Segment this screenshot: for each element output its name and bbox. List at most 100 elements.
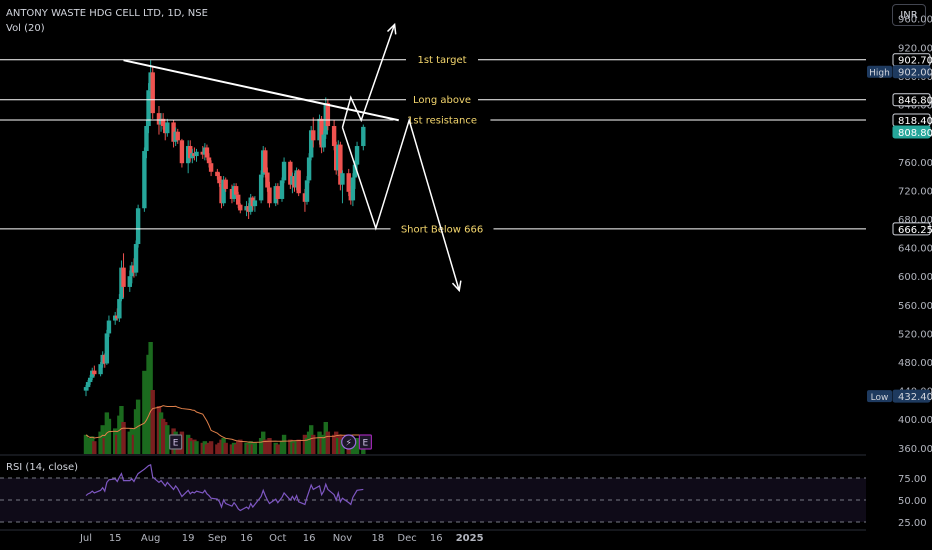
candle-body (204, 147, 210, 158)
level-label: Long above (413, 95, 471, 106)
y-tick-label: 720.00 (898, 186, 932, 197)
volume-bar (106, 418, 112, 454)
dividend-marker (341, 434, 357, 450)
candle-body (346, 173, 351, 192)
candle-body (304, 180, 310, 202)
volume-bar (223, 442, 228, 454)
candle-body (279, 180, 285, 199)
event-marker-symbol: E (363, 439, 369, 449)
candle-body (233, 186, 239, 195)
volume-bar (340, 439, 345, 454)
y-tick-label: 640.00 (898, 244, 932, 255)
candle-body (308, 130, 314, 158)
candle-body (361, 126, 366, 147)
y-tick-label: 400.00 (898, 415, 932, 426)
rsi-tick-label: 50.00 (898, 496, 927, 507)
price-tag-label-bg (867, 65, 892, 78)
y-tick-label: 520.00 (898, 329, 932, 340)
candle-body (165, 122, 170, 134)
candle-body (215, 171, 220, 177)
x-tick-label: Nov (333, 533, 353, 544)
candle-body (127, 276, 132, 287)
volume-bar (252, 442, 258, 454)
candle-body (263, 150, 268, 173)
earnings-marker (358, 434, 372, 450)
event-markers: E ⚡ E (169, 434, 372, 450)
trend-line (123, 59, 399, 122)
y-tick-label: 960.00 (898, 15, 932, 26)
candle-body (217, 176, 222, 184)
y-tick-label: 480.00 (898, 358, 932, 369)
chart-title: ANTONY WASTE HDG CELL LTD, 1D, NSE (6, 8, 208, 19)
bullish-projection-arrowhead (386, 22, 397, 35)
price-tag-label: High (869, 69, 890, 79)
candle-body (104, 333, 110, 364)
level-label-bg (393, 113, 491, 127)
candle-body (325, 103, 331, 127)
volume-bar (208, 441, 214, 454)
candle-body (288, 161, 293, 185)
level-label: 1st resistance (407, 116, 477, 127)
volume-bars (83, 342, 366, 454)
candle-body (223, 179, 228, 189)
rsi-pane (0, 463, 866, 523)
price-tag-value: 818.40 (898, 116, 932, 127)
price-tag-value: 808.80 (898, 128, 932, 139)
x-tick-label: Sep (208, 533, 227, 544)
volume-indicator-label[interactable]: Vol (20) (6, 23, 45, 34)
candle-body (92, 370, 97, 375)
candle-body (206, 157, 212, 164)
y-tick-label: 920.00 (898, 43, 932, 54)
y-tick-label: 760.00 (898, 158, 932, 169)
volume-bar (194, 441, 199, 454)
drawings (123, 22, 462, 293)
candle-body (146, 90, 151, 127)
price-tag-value: 846.80 (898, 96, 932, 107)
candle-body (311, 130, 316, 141)
x-tick-label: 18 (372, 533, 385, 544)
candle-body (319, 118, 324, 148)
volume-bar (275, 444, 281, 454)
bearish-projection (341, 117, 460, 291)
x-tick-label: 16 (430, 533, 443, 544)
price-tag (892, 125, 931, 139)
price-tag-label: Low (871, 393, 889, 403)
price-tag (892, 222, 931, 236)
y-tick-label: 360.00 (898, 444, 932, 455)
candle-body (338, 144, 343, 185)
candle-body (258, 174, 264, 201)
rsi-indicator-label[interactable]: RSI (14, close) (6, 462, 79, 473)
grid (0, 454, 866, 531)
price-tag-value: 432.40 (898, 392, 932, 403)
volume-bar (121, 422, 126, 454)
x-tick-label: Dec (397, 533, 416, 544)
price-tag (892, 389, 931, 403)
rsi-line (85, 463, 364, 512)
candle-body (117, 299, 122, 319)
rsi-axis: 25.00 50.00 75.00 (898, 474, 927, 529)
candle-body (252, 200, 258, 207)
candle-body (144, 126, 149, 152)
x-tick-label: 15 (109, 533, 122, 544)
candle-body (296, 170, 301, 194)
candle-body (150, 72, 155, 114)
candle-body (340, 173, 345, 185)
candle-body (267, 187, 272, 204)
x-tick-label: 16 (240, 533, 253, 544)
volume-bar (238, 439, 243, 454)
price-tag (892, 93, 931, 107)
y-tick-label: 600.00 (898, 272, 932, 283)
candle-body (354, 146, 360, 165)
candle-body (281, 161, 287, 181)
candle-body (85, 382, 91, 388)
x-tick-label: 16 (303, 533, 316, 544)
currency-button[interactable]: INR (892, 4, 926, 26)
rsi-tick-label: 75.00 (898, 474, 927, 485)
volume-bar (150, 390, 155, 454)
earnings-marker (169, 434, 183, 450)
time-axis: Jul 15 Aug 19 Sep 16 Oct 16 Nov 18 Dec 16 2025 (79, 533, 484, 544)
candle-body (265, 172, 270, 188)
candle-body (208, 163, 214, 172)
